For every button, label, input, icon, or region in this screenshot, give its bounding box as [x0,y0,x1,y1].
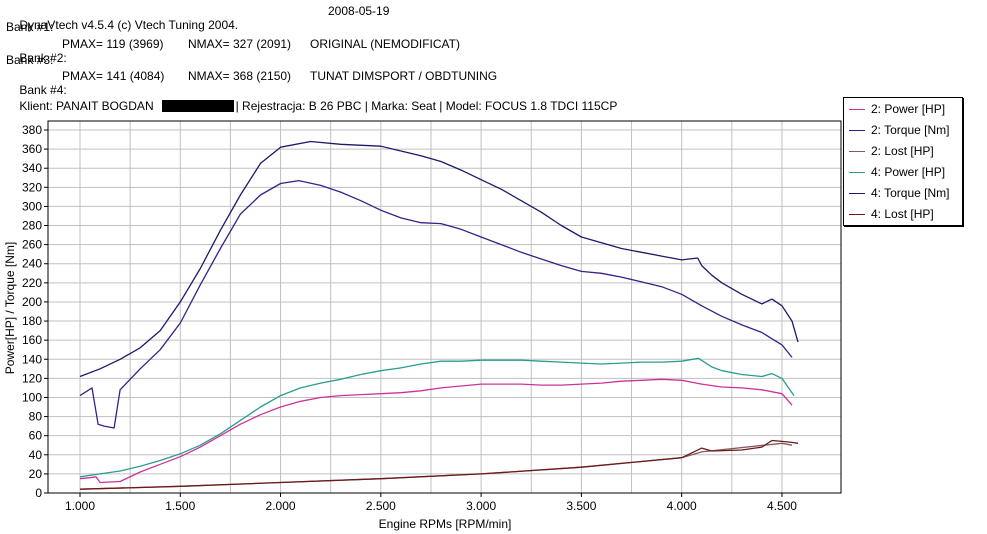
legend-label-torque-2: 2: Torque [Nm] [871,123,950,137]
y-tick-label: 380 [22,123,42,137]
y-tick-label: 140 [22,352,42,366]
bank4-label: Bank #4: [19,83,67,97]
y-axis-label: Power[HP] / Torque [Nm] [3,242,17,375]
legend-item-torque-2: 2: Torque [Nm] [844,121,962,139]
legend-item-lost-4: 4: Lost [HP] [844,205,962,223]
bank2-description: ORIGINAL (NEMODIFICAT) [310,37,460,51]
bank2-label: Bank #2: [19,51,67,65]
y-tick-label: 260 [22,238,42,252]
x-tick-label: 2.500 [366,499,396,513]
app-title: DynaVtech v4.5.4 (c) Vtech Tuning 2004. [19,18,239,32]
legend-label-power-4: 4: Power [HP] [871,165,946,179]
series-line-5 [79,140,799,378]
x-tick-label: 4.500 [767,499,797,513]
report-date: 2008-05-19 [328,4,390,18]
plot-frame [47,120,842,494]
y-tick-label: 0 [35,486,42,500]
bank4-description: TUNAT DIMSPORT / OBDTUNING [310,69,498,83]
legend-item-power-4: 4: Power [HP] [844,163,962,181]
y-tick-label: 200 [22,295,42,309]
redaction-bar [161,100,234,112]
legend-label-lost-4: 4: Lost [HP] [871,207,934,221]
x-axis-label: Engine RPMs [RPM/min] [379,517,512,531]
legend-swatch-torque-2 [849,130,865,131]
legend-swatch-power-4 [849,172,865,173]
y-tick-label: 100 [22,390,42,404]
client-name: Klient: PANAIT BOGDAN [19,99,154,113]
legend-swatch-lost-4 [849,214,865,215]
bank2-nmax: NMAX= 327 (2091) [188,37,292,51]
y-tick-label: 240 [22,257,42,271]
legend-swatch-power-2 [849,109,865,110]
y-tick-label: 80 [29,410,43,424]
y-tick-label: 160 [22,333,42,347]
legend-label-torque-4: 4: Torque [Nm] [871,186,950,200]
app-title-line: DynaVtech v4.5.4 (c) Vtech Tuning 2004. [6,4,238,46]
series-line-4 [79,357,795,478]
y-tick-label: 220 [22,276,42,290]
y-tick-label: 360 [22,142,42,156]
y-tick-label: 340 [22,161,42,175]
y-axis-ticks: 0 20 40 60 80 100 120 140 160 180 200 220 240 260 280 3… [22,123,48,500]
y-tick-label: 40 [29,448,43,462]
bank1-label: Bank #1: [6,20,54,34]
legend-swatch-torque-4 [849,193,865,194]
client-line: Klient: PANAIT BOGDAN | Rejestracja: B 26… [6,85,617,127]
x-tick-label: 2.000 [266,499,296,513]
chart-series [79,140,799,490]
chart-legend: 2: Power [HP] 2: Torque [Nm] 2: Lost [HP… [843,97,963,226]
y-tick-label: 60 [29,429,43,443]
legend-item-lost-2: 2: Lost [HP] [844,142,962,160]
y-tick-label: 180 [22,314,42,328]
y-tick-label: 320 [22,180,42,194]
bank4-pmax: PMAX= 141 (4084) [62,69,165,83]
legend-label-lost-2: 2: Lost [HP] [871,144,934,158]
series-line-3 [79,442,793,490]
y-tick-label: 20 [29,467,43,481]
x-tick-label: 1.000 [65,499,95,513]
x-axis-ticks: 1.000 1.500 2.000 2.500 3.000 3.500 4.000 4.500 [65,493,797,513]
x-tick-label: 1.500 [165,499,195,513]
bank2-pmax: PMAX= 119 (3969) [62,37,164,51]
vehicle-info: | Rejestracja: B 26 PBC | Marka: Seat | … [235,99,618,113]
series-line-6 [79,439,799,490]
bank4-line: Bank #4: [6,69,67,111]
x-tick-label: 4.000 [667,499,697,513]
legend-swatch-lost-2 [849,151,865,152]
x-tick-label: 3.500 [566,499,596,513]
series-line-2 [79,179,793,429]
bank2-line: Bank #2: [6,37,67,79]
x-tick-label: 3.000 [466,499,496,513]
bank4-nmax: NMAX= 368 (2150) [188,69,292,83]
legend-item-power-2: 2: Power [HP] [844,100,962,118]
chart-grid [48,121,841,494]
y-tick-label: 280 [22,219,42,233]
y-tick-label: 300 [22,199,42,213]
y-tick-label: 120 [22,371,42,385]
legend-label-power-2: 2: Power [HP] [871,102,946,116]
bank3-label: Bank #3: [6,53,54,67]
series-line-1 [79,378,793,484]
legend-item-torque-4: 4: Torque [Nm] [844,184,962,202]
